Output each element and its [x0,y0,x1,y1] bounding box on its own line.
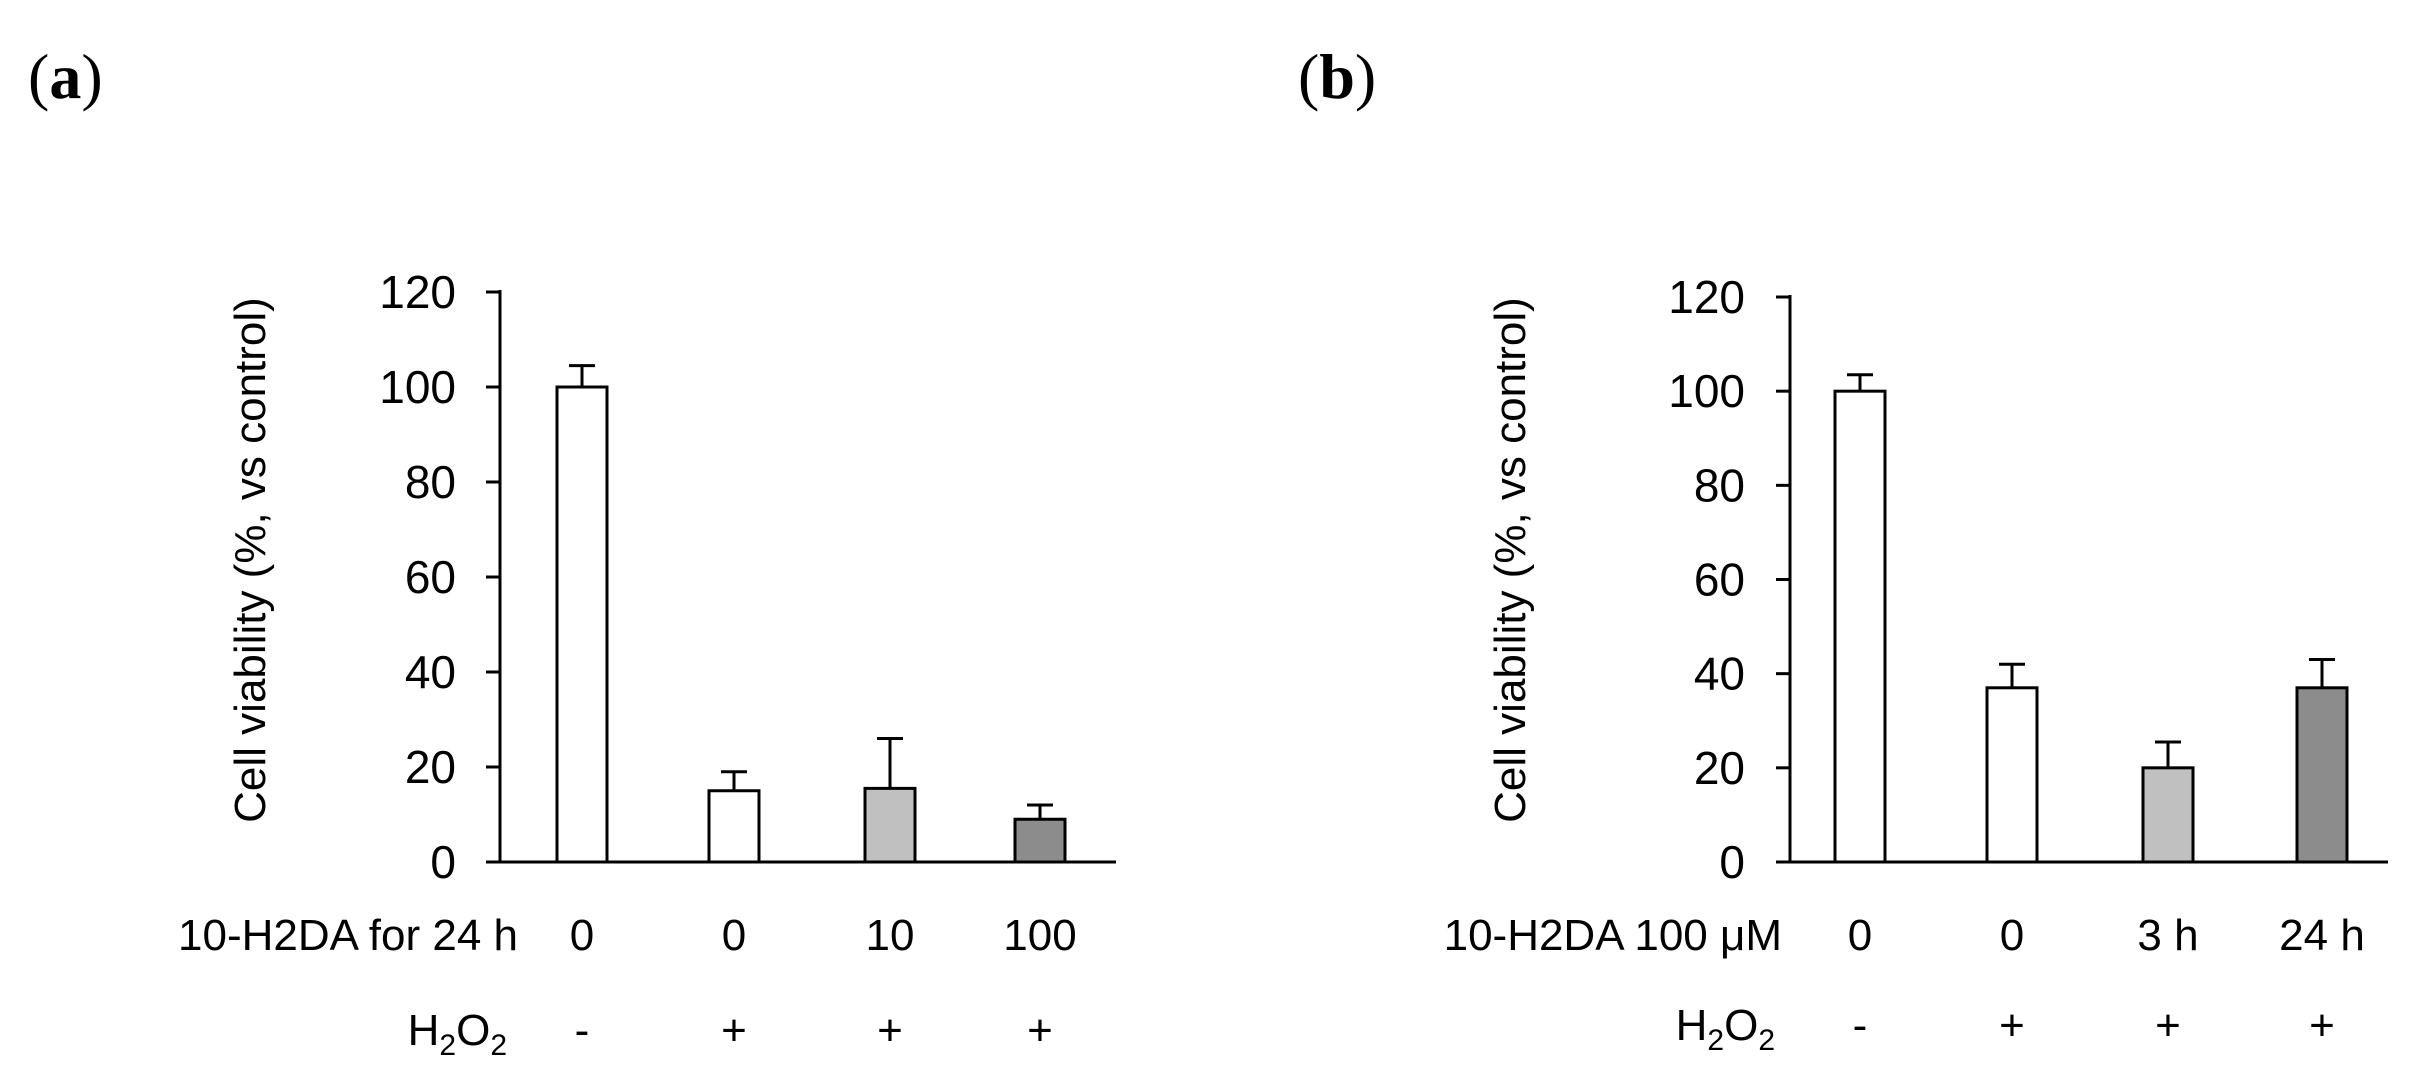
bar [555,385,609,864]
y-tick-label: 20 [1694,742,1745,794]
panel-b-row2-label: H2O2 [1676,1001,1775,1057]
y-tick-label: 80 [405,456,456,508]
y-tick-label: 100 [1668,365,1745,417]
bar [2295,686,2349,864]
row-value: + [877,1006,903,1055]
row-value: 0 [722,911,746,960]
y-tick-label: 100 [379,361,456,413]
panel-b-y-axis-label: Cell viability (%, vs control) [1486,297,1535,823]
row-value: 3 h [2137,911,2198,960]
panel-a-row1-label: 10-H2DA for 24 h [178,911,518,960]
panel-a-y-axis-label: Cell viability (%, vs control) [226,297,275,823]
panel-a-label: (a) [28,41,103,112]
y-tick-label: 80 [1694,459,1745,511]
panel-b-row1-values: 0 0 3 h 24 h [1848,911,2365,960]
bar [863,786,917,864]
row-value: - [575,1006,590,1055]
row-value: + [2309,1001,2335,1050]
panel-a-y-ticks: 0 20 40 60 80 100 120 [379,266,500,888]
panel-b: (b) Cell viability (%, vs control) 0 20 40… [1298,41,2388,1057]
panel-a-row1-values: 0 0 10 100 [570,911,1077,960]
panel-a-row2-values: - + + + [575,1006,1053,1055]
panel-b-label: (b) [1298,41,1376,112]
panel-b-row1-label: 10-H2DA 100 μM [1444,911,1782,960]
panel-a: (a) Cell viability (%, vs control) 0 20 40… [28,41,1116,1062]
row-value: - [1853,1001,1868,1050]
row-value: 0 [2000,911,2024,960]
row-value: 24 h [2279,911,2365,960]
row-value: 100 [1003,911,1076,960]
y-tick-label: 120 [379,266,456,318]
row-value: 10 [866,911,915,960]
bar [707,789,761,864]
bar [1013,817,1067,864]
row-value: + [1027,1006,1053,1055]
bar [1985,686,2039,864]
row-value: + [721,1006,747,1055]
y-tick-label: 40 [1694,648,1745,700]
panel-b-row2-values: - + + + [1853,1001,2335,1050]
y-tick-label: 40 [405,646,456,698]
row-value: + [2155,1001,2181,1050]
y-tick-label: 120 [1668,271,1745,323]
y-tick-label: 0 [430,836,456,888]
panel-a-row2-label: H2O2 [408,1006,507,1062]
panel-b-y-ticks: 0 20 40 60 80 100 120 [1668,271,1790,888]
row-value: + [1999,1001,2025,1050]
y-tick-label: 60 [405,551,456,603]
bar [1833,389,1887,864]
y-tick-label: 0 [1719,836,1745,888]
panel-a-bars [555,364,1067,864]
bar [2141,766,2195,864]
y-tick-label: 20 [405,741,456,793]
panel-b-bars [1833,373,2349,864]
y-tick-label: 60 [1694,554,1745,606]
row-value: 0 [570,911,594,960]
row-value: 0 [1848,911,1872,960]
